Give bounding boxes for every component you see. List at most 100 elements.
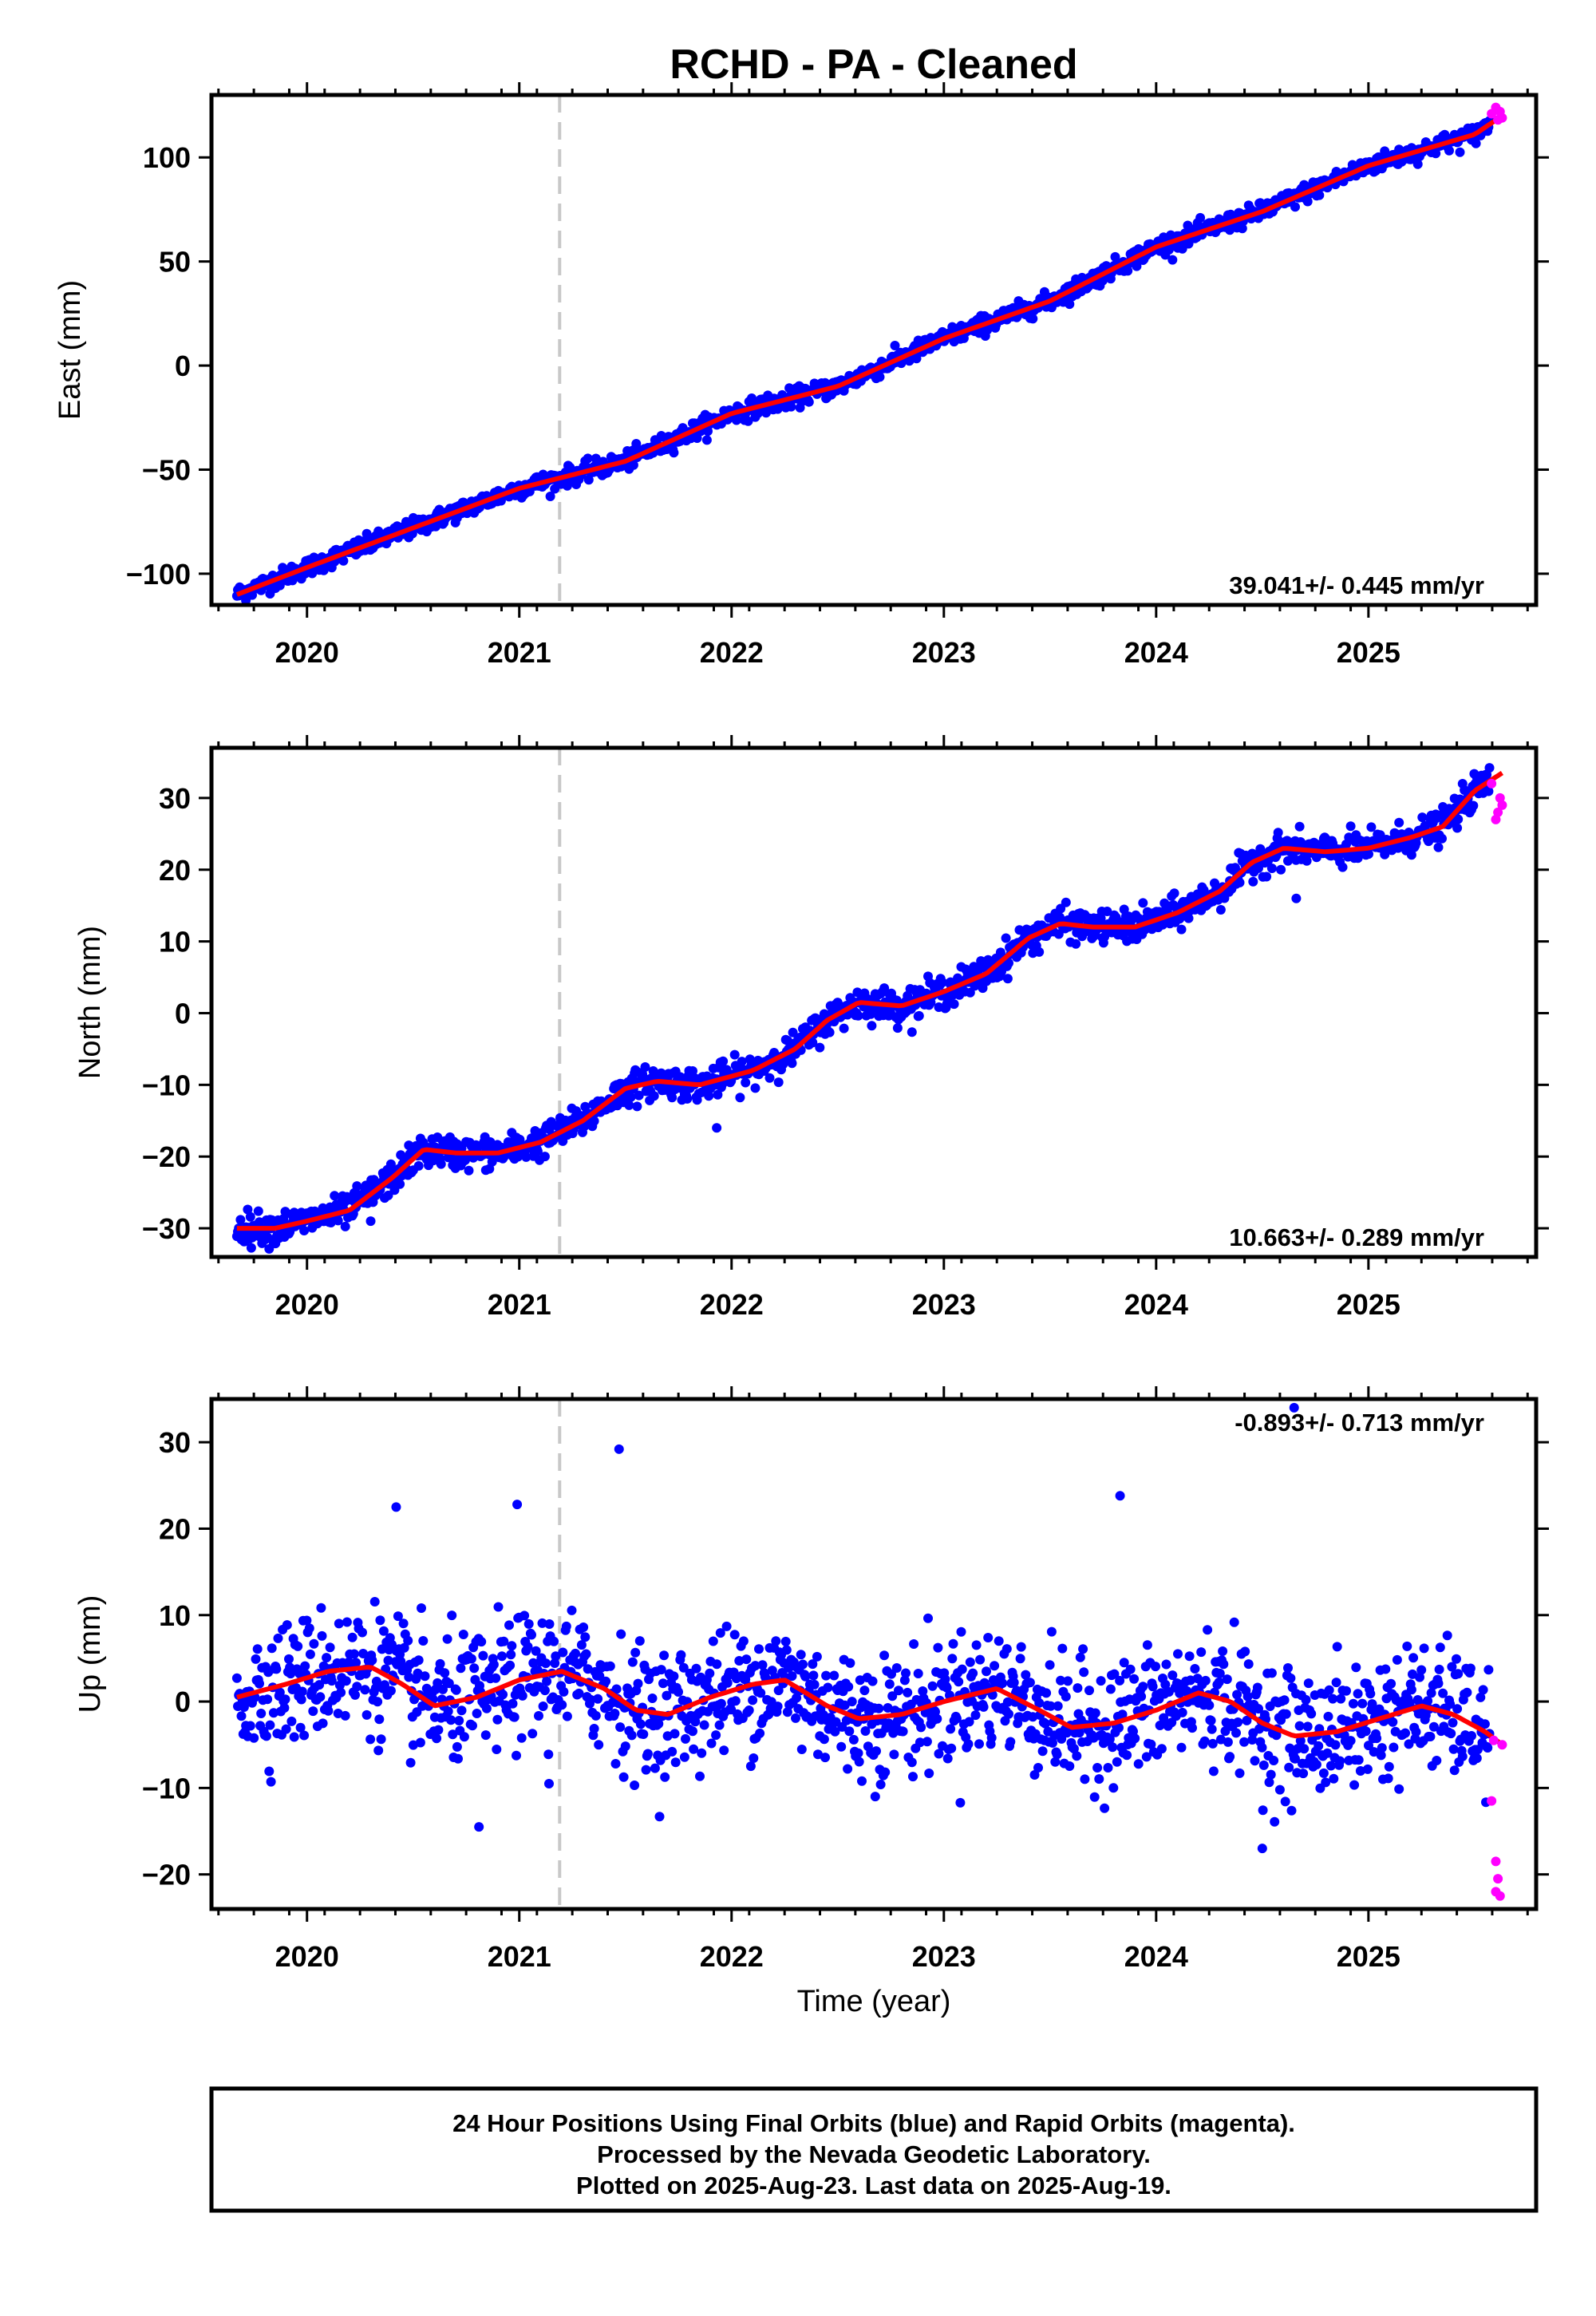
data-point	[576, 1640, 587, 1650]
data-point	[1402, 1641, 1412, 1651]
up-rate-label: -0.893+/- 0.713 mm/yr	[1235, 1409, 1484, 1437]
data-point	[1404, 1739, 1414, 1749]
x-tick-label: 2021	[488, 636, 551, 669]
data-point	[748, 1695, 758, 1705]
data-point	[1232, 1690, 1242, 1700]
y-tick-label: 30	[159, 782, 191, 815]
data-point	[561, 1621, 571, 1631]
rapid-point	[1497, 800, 1507, 810]
data-point	[638, 1729, 649, 1739]
data-point	[293, 1641, 303, 1651]
data-point	[458, 1630, 468, 1639]
data-point	[1361, 1726, 1371, 1737]
x-tick-label: 2023	[912, 1288, 976, 1321]
rapid-point	[1488, 1735, 1499, 1745]
data-point	[1161, 1659, 1171, 1670]
data-point	[300, 1661, 310, 1671]
data-point	[1323, 1711, 1333, 1721]
north-panel: 2020 2021 2022 2023 2024 2025 −30 −20 −10 0 10 20 30…	[73, 735, 1549, 1321]
data-point	[275, 1687, 285, 1697]
data-point	[933, 1642, 943, 1653]
data-point	[1471, 138, 1481, 148]
data-point	[594, 1740, 604, 1750]
data-point	[1136, 1691, 1147, 1701]
data-point	[1416, 1665, 1427, 1675]
data-point	[1394, 1784, 1404, 1794]
data-point	[679, 1752, 689, 1762]
x-tick-label: 2022	[700, 1288, 764, 1321]
data-point	[369, 1597, 380, 1607]
data-point	[1353, 1755, 1364, 1765]
data-point	[1102, 907, 1112, 916]
x-tick-label: 2025	[1337, 1288, 1400, 1321]
data-point	[289, 1732, 299, 1742]
data-point	[875, 372, 885, 382]
data-point	[1452, 823, 1463, 833]
data-point	[1148, 1682, 1158, 1692]
data-point	[1203, 1625, 1213, 1635]
data-point	[1357, 1698, 1368, 1709]
data-point	[538, 1701, 548, 1711]
data-point	[268, 1708, 279, 1718]
data-point	[1298, 1769, 1309, 1779]
data-point	[1348, 1698, 1358, 1709]
data-point	[1412, 159, 1423, 169]
data-point	[1345, 821, 1356, 832]
data-point	[1033, 1763, 1043, 1773]
data-point	[543, 1749, 554, 1760]
data-point	[580, 1632, 591, 1642]
data-point	[491, 1673, 501, 1683]
data-point	[729, 1630, 740, 1640]
data-point	[1479, 1719, 1490, 1729]
data-point	[844, 1726, 855, 1737]
data-point	[1386, 1678, 1396, 1689]
data-point	[456, 1663, 466, 1674]
data-point	[304, 1623, 314, 1634]
data-point	[1426, 1688, 1436, 1698]
data-point	[1302, 856, 1312, 866]
y-tick-label: 0	[175, 350, 191, 382]
data-point	[1389, 1742, 1399, 1753]
data-point	[867, 1676, 878, 1686]
data-point	[792, 1693, 802, 1703]
data-point	[659, 1650, 670, 1661]
data-point	[1331, 1678, 1341, 1688]
data-point	[942, 1753, 953, 1764]
data-point	[918, 1686, 928, 1696]
data-point	[1079, 1667, 1089, 1678]
data-point	[1384, 1761, 1394, 1772]
data-point	[1061, 1691, 1071, 1701]
data-point	[1290, 202, 1300, 212]
data-point	[1207, 1738, 1218, 1749]
data-point	[333, 1709, 343, 1718]
data-point	[1330, 1740, 1341, 1750]
y-tick-label: −10	[142, 1069, 191, 1101]
data-point	[859, 1686, 870, 1696]
rapid-orbit-points	[1487, 102, 1507, 125]
footer-frame	[209, 2086, 1539, 2213]
x-axis-label: Time (year)	[797, 1985, 951, 2018]
data-point	[681, 1733, 690, 1744]
data-point	[624, 1100, 634, 1110]
data-point	[755, 1728, 765, 1738]
data-point	[1404, 1697, 1415, 1708]
data-point	[1133, 1759, 1144, 1769]
data-point	[589, 1116, 599, 1126]
data-point	[550, 1658, 560, 1668]
data-point	[670, 1729, 680, 1739]
data-point	[1119, 1658, 1129, 1668]
data-point	[1437, 833, 1447, 844]
data-point	[1028, 1712, 1038, 1722]
outlier-point	[391, 1502, 401, 1512]
data-point	[744, 1705, 754, 1715]
data-point	[1242, 1691, 1253, 1701]
data-point	[350, 1690, 360, 1700]
data-point	[1074, 1728, 1084, 1738]
data-point	[647, 1694, 658, 1703]
data-point	[892, 1023, 903, 1034]
x-tick-label: 2024	[1124, 1288, 1188, 1321]
data-point	[549, 1636, 559, 1646]
data-point	[243, 1204, 253, 1215]
data-point	[1303, 1678, 1314, 1689]
